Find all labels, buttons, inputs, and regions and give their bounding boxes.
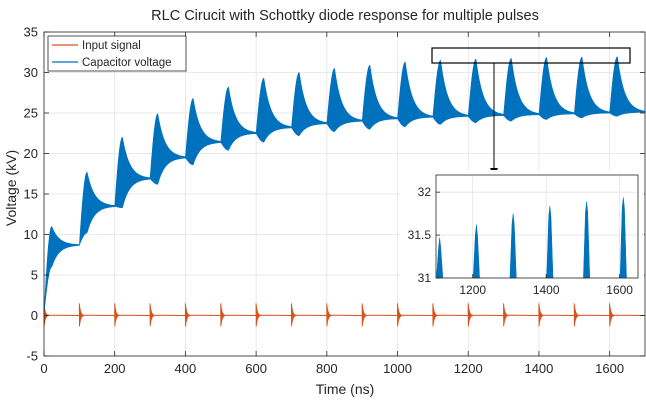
y-axis-label: Voltage (kV) <box>3 150 19 226</box>
capacitor-voltage-pulse-envelope <box>503 57 540 122</box>
capacitor-voltage-pulse-envelope <box>467 58 504 124</box>
x-tick-label: 400 <box>175 361 197 376</box>
capacitor-voltage-pulse-envelope <box>361 64 398 130</box>
y-tick-label: 30 <box>24 65 38 80</box>
y-tick-label: -5 <box>26 349 38 364</box>
inset-x-tick-label: 1600 <box>606 283 633 297</box>
capacitor-voltage-pulse-envelope <box>114 136 151 209</box>
capacitor-voltage-pulse-envelope <box>255 77 292 143</box>
legend: Input signal Capacitor voltage <box>47 35 187 72</box>
axis-tick-labels: 0 200 400 600 800 1000 1200 1400 1600-5051015202… <box>24 25 625 377</box>
x-tick-label: 1000 <box>383 361 412 376</box>
y-tick-label: 20 <box>24 146 38 161</box>
y-tick-label: 5 <box>31 268 38 283</box>
axis-ticks <box>43 31 645 357</box>
x-tick-label: 1600 <box>595 361 624 376</box>
x-tick-label: 1200 <box>454 361 483 376</box>
x-tick-label: 200 <box>104 361 126 376</box>
x-axis-label: Time (ns) <box>316 381 375 397</box>
series-line-input-signal <box>43 303 646 327</box>
inset-y-tick-label: 32 <box>418 185 432 199</box>
zoom-region-box <box>431 47 631 64</box>
legend-label-capacitor-voltage: Capacitor voltage <box>82 57 172 69</box>
capacitor-voltage-pulse-envelope <box>397 61 434 128</box>
capacitor-voltage-pulse-envelope <box>538 56 575 120</box>
x-tick-label: 0 <box>40 361 47 376</box>
chart-title: RLC Cirucit with Schottky diode response… <box>151 8 539 24</box>
inset-frame <box>435 174 639 279</box>
capacitor-voltage-pulse-envelope <box>432 59 469 125</box>
capacitor-voltage-pulse-envelope <box>573 56 610 119</box>
inset-background <box>400 170 644 301</box>
capacitor-voltage-pulse-envelope <box>79 171 116 246</box>
x-tick-label: 1400 <box>524 361 553 376</box>
y-tick-label: 35 <box>24 25 38 40</box>
capacitor-voltage-pulse-envelope <box>149 113 186 185</box>
inset-y-tick-label: 31.5 <box>408 228 432 242</box>
capacitor-voltage-pulse-envelope <box>220 86 257 151</box>
y-tick-label: 10 <box>24 227 38 242</box>
inset-y-tick-label: 31 <box>418 271 432 285</box>
capacitor-voltage-pulse-envelope <box>185 97 222 166</box>
legend-box <box>47 35 187 72</box>
y-tick-label: 25 <box>24 106 38 121</box>
capacitor-voltage-pulse-envelope <box>43 225 80 314</box>
x-tick-label: 800 <box>316 361 338 376</box>
inset-zoom-plot: 1200 1400 1600 31 31.5 32 <box>400 170 644 301</box>
capacitor-voltage-pulse-envelope <box>609 56 646 117</box>
y-tick-label: 15 <box>24 187 38 202</box>
x-tick-label: 600 <box>245 361 267 376</box>
legend-label-input-signal: Input signal <box>82 40 141 52</box>
inset-x-tick-label: 1200 <box>459 283 486 297</box>
series-layer <box>43 56 646 327</box>
inset-x-tick-label: 1400 <box>533 283 560 297</box>
capacitor-voltage-pulse-envelope <box>291 71 328 137</box>
y-tick-label: 0 <box>31 308 38 323</box>
capacitor-voltage-pulse-envelope <box>326 67 363 132</box>
